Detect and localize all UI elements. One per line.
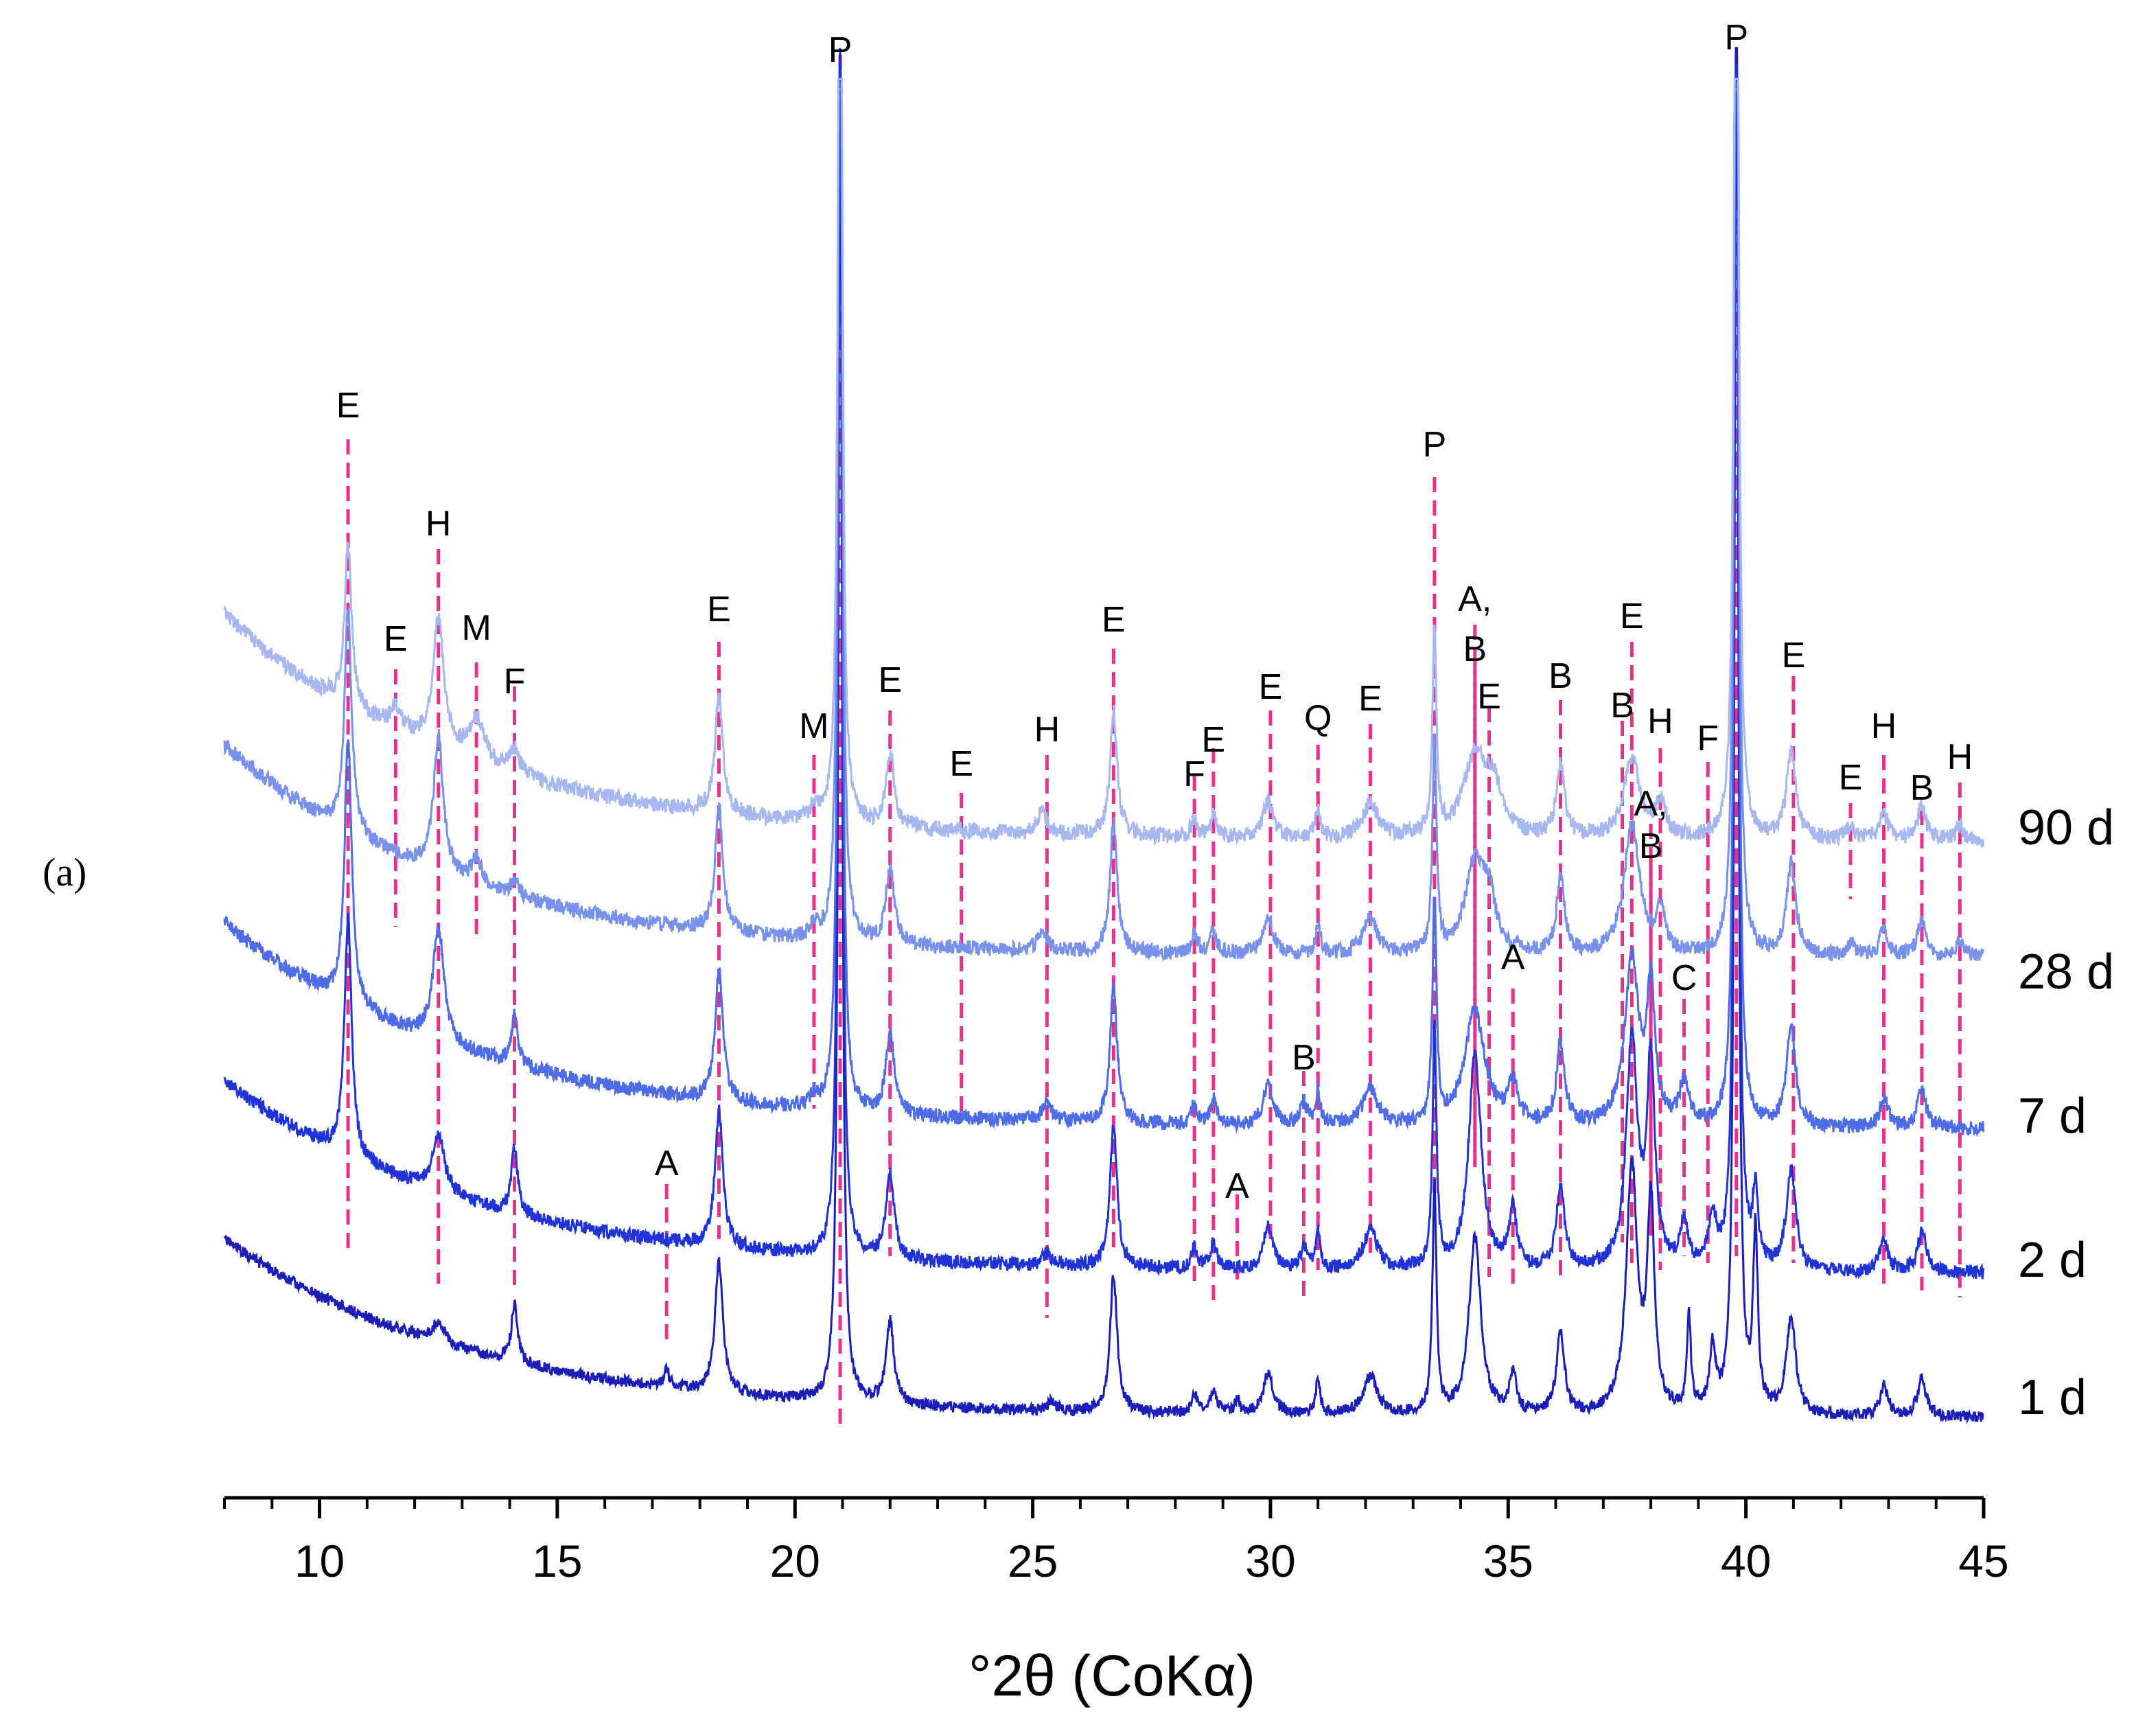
peak-label: B (1548, 656, 1572, 696)
peak-label: B (1463, 629, 1487, 669)
peak-label: E (1782, 636, 1806, 675)
series-line-28d (223, 88, 1985, 962)
peak-label: E (949, 744, 973, 784)
peak-label: A (1225, 1166, 1249, 1206)
peak-label: B (1639, 826, 1663, 866)
peak-label: E (384, 619, 408, 659)
peak-label: E (1839, 758, 1863, 798)
x-tick-label: 25 (1008, 1536, 1058, 1586)
x-axis: 10 15 20 25 30 35 40 45 (223, 1496, 2009, 1586)
peak-label: H (1947, 737, 1973, 777)
x-tick-label: 30 (1245, 1536, 1295, 1586)
series-label-layer: 1 d 2 d 7 d 28 d 90 d (2018, 800, 2114, 1425)
peak-label: B (1610, 686, 1634, 726)
series-line-7d (223, 81, 1985, 1137)
peak-label: P (1724, 18, 1748, 58)
x-tick-label: 40 (1721, 1536, 1771, 1586)
series-label-28d: 28 d (2018, 945, 2114, 999)
peak-label: E (1102, 600, 1126, 640)
peak-label: F (1697, 719, 1719, 759)
peak-label: P (1423, 425, 1447, 465)
peak-label: E (1358, 679, 1382, 719)
peak-label: Q (1304, 698, 1332, 738)
peak-label: E (707, 590, 731, 629)
series-layer (223, 47, 1985, 1424)
x-tick-label: 15 (532, 1536, 582, 1586)
peak-label: M (799, 706, 828, 746)
peak-label: P (828, 30, 852, 70)
peak-label: H (1034, 710, 1060, 750)
peak-label: E (1477, 677, 1501, 717)
peak-label: A (1501, 938, 1525, 977)
peak-label: A (655, 1144, 679, 1183)
x-tick-label: 35 (1483, 1536, 1533, 1586)
peak-label: H (1647, 702, 1673, 741)
series-label-7d: 7 d (2018, 1089, 2087, 1144)
peak-label: H (1871, 706, 1897, 746)
x-tick-label: 45 (1958, 1536, 2008, 1586)
peak-label: E (1201, 720, 1225, 760)
series-label-2d: 2 d (2018, 1233, 2087, 1288)
peak-label: A, (1634, 784, 1668, 824)
peak-label: E (1259, 667, 1283, 707)
series-line-90d (223, 78, 1985, 848)
series-line-2d (223, 64, 1985, 1280)
peak-label: B (1292, 1038, 1316, 1078)
peak-label: E (1620, 597, 1644, 636)
series-label-90d: 90 d (2018, 800, 2114, 855)
x-tick-label: 20 (770, 1536, 820, 1586)
series-line-1d (223, 47, 1984, 1424)
peak-label: A, (1458, 579, 1492, 619)
peak-label: F (504, 662, 526, 702)
peak-label: B (1910, 768, 1934, 808)
peak-label: E (336, 386, 360, 426)
peak-label: H (426, 504, 452, 544)
series-label-1d: 1 d (2018, 1370, 2087, 1425)
peak-marker-layer (346, 55, 1962, 1428)
peak-label: E (878, 660, 902, 700)
x-tick-label: 10 (294, 1536, 345, 1586)
panel-label: (a) (43, 850, 86, 894)
peak-label: C (1671, 958, 1697, 998)
peak-label: F (1183, 754, 1205, 794)
x-axis-title: °2θ (CoKα) (968, 1643, 1255, 1708)
peak-label: M (461, 608, 491, 648)
